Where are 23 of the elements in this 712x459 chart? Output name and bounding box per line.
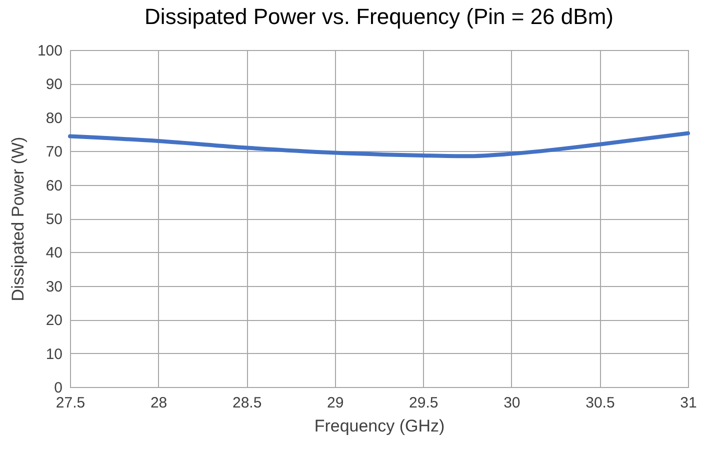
y-tick-label: 40 [46,244,62,262]
y-tick-label: 20 [46,312,62,330]
y-tick-label: 30 [46,278,62,296]
x-tick-label: 27.5 [56,394,86,412]
y-tick-label: 10 [46,346,62,363]
x-tick-label: 28 [150,394,168,412]
x-tick-label: 30 [504,394,520,412]
y-tick-label: 100 [37,42,62,60]
y-tick-label: 70 [46,144,62,161]
y-axis-title: Dissipated Power (W) [8,136,28,302]
x-tick-label: 29.5 [409,394,438,412]
x-tick-label: 29 [327,394,344,412]
x-tick-label: 31 [680,394,697,412]
y-tick-label: 50 [46,211,62,228]
y-tick-label: 80 [46,110,62,127]
x-axis-title: Frequency (GHz) [314,416,445,436]
x-tick-label: 30.5 [586,394,615,412]
line-series [68,131,690,158]
y-tick-label: 60 [46,177,62,194]
x-tick-label: 28.5 [232,394,262,412]
chart-title: Dissipated Power vs. Frequency (Pin = 26 dBm) [144,4,614,29]
y-tick-label: 90 [46,76,62,94]
y-tick-label: 0 [54,380,62,396]
